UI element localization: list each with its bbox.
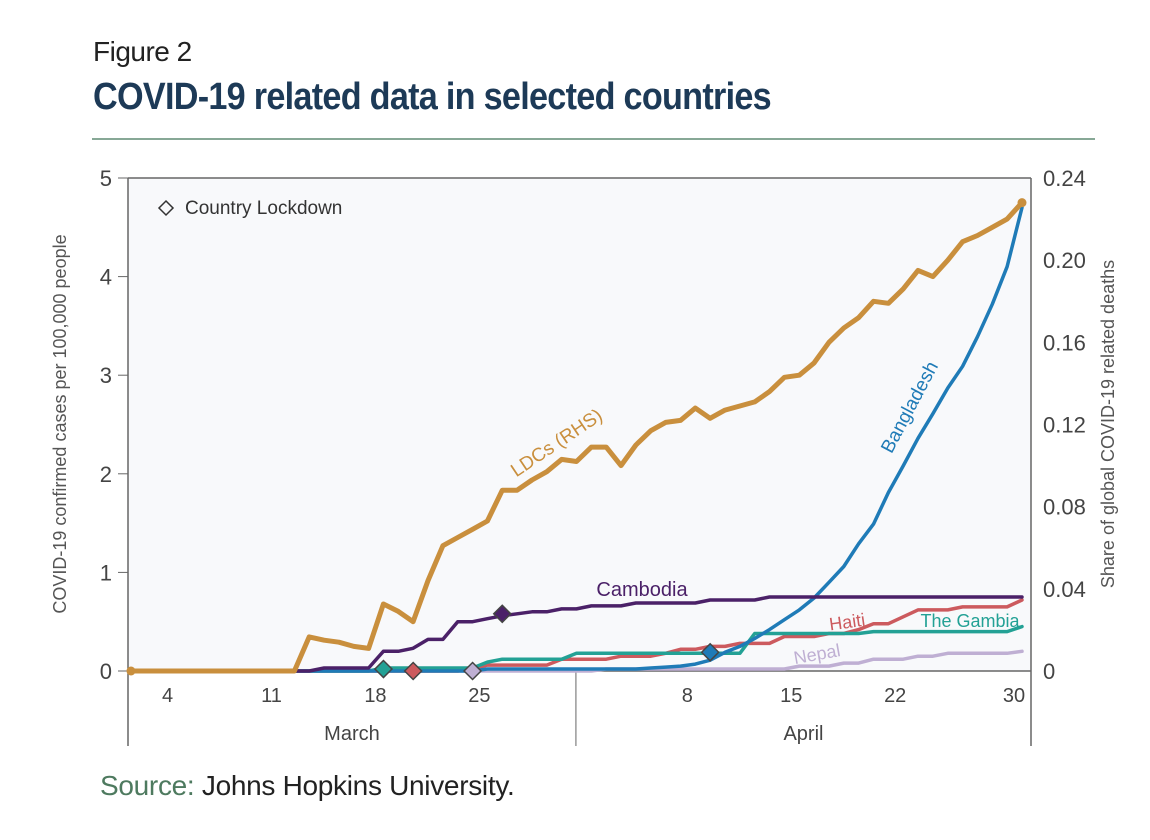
legend-diamond-icon [157,199,175,217]
x-tick-label: 18 [364,685,386,707]
source-label: Source: [100,770,195,801]
ldc-end-dot [1017,198,1027,208]
source-note: Source: Johns Hopkins University. [100,770,515,802]
lockdown-diamond-icon [373,659,394,679]
y-tick-label: 4 [100,265,112,290]
y-tick-label: 3 [100,363,112,388]
y2-tick-label: 0.12 [1043,413,1086,438]
y2-axis-title: Share of global COVID-19 related deaths [1098,260,1118,588]
lockdown-diamond-icon [492,604,512,624]
x-tick-label: 11 [261,685,282,707]
x-tick-label: 15 [780,685,802,707]
month-label: April [783,723,823,745]
legend: Country Lockdown [157,198,342,219]
y-axis-title: COVID-19 confirmed cases per 100,000 peo… [50,234,70,613]
lockdown-diamond-icon [462,661,483,681]
series-layer [126,198,1027,676]
y-tick-label: 5 [100,166,112,191]
y2-tick-label: 0.16 [1043,330,1086,355]
x-tick-label: 22 [884,685,906,707]
series-label-gambia: The Gambia [920,611,1020,631]
ldc-start-dot [126,666,136,676]
series-label-haiti: Haiti [828,610,866,635]
lockdown-markers [373,604,720,681]
title-divider [92,138,1095,140]
plot-area [128,178,1031,671]
chart-title: COVID-19 related data in selected countr… [93,76,772,118]
y2-tick-label: 0.20 [1043,248,1086,273]
x-tick-label: 25 [468,685,490,707]
x-tick-label: 4 [162,685,173,707]
y-tick-label: 0 [100,659,112,684]
x-tick-label: 30 [1003,685,1025,707]
figure-label: Figure 2 [93,36,192,67]
source-text: Johns Hopkins University. [194,770,515,801]
x-tick-label: 8 [682,685,693,707]
month-label: March [324,723,380,745]
series-label-cambodia: Cambodia [596,579,688,601]
legend-label: Country Lockdown [185,198,342,219]
y2-tick-label: 0.04 [1043,577,1086,602]
y-tick-label: 1 [100,560,112,585]
lockdown-diamond-icon [700,642,720,662]
y2-tick-label: 0 [1043,659,1055,684]
y2-tick-label: 0.08 [1043,495,1086,520]
y2-tick-label: 0.24 [1043,166,1086,191]
series-line-ldc [128,200,1025,674]
lockdown-diamond-icon [403,661,423,681]
y-tick-label: 2 [100,462,112,487]
